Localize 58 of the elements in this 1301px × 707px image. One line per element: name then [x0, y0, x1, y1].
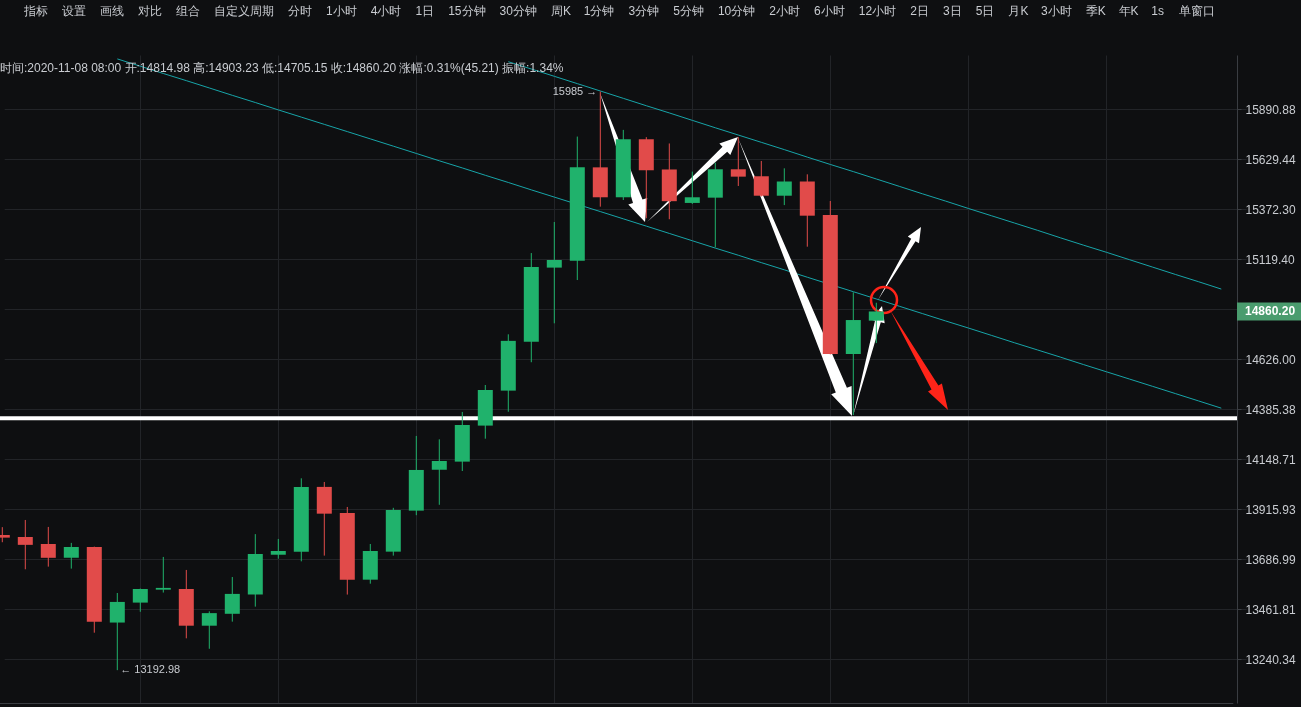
y-tick-label: 15119.40 — [1245, 252, 1295, 267]
candlestick — [270, 538, 286, 560]
y-tick-label: 13240.34 — [1245, 652, 1296, 667]
text: 设置 — [62, 4, 86, 18]
text: 2小时 — [769, 4, 801, 18]
text: 画线 — [100, 4, 124, 18]
annotation: ← 13192.98 — [120, 663, 181, 676]
candlestick — [684, 171, 700, 205]
text: 10分钟 — [717, 4, 756, 18]
candlestick — [431, 438, 447, 506]
text: 6小时 — [814, 4, 845, 18]
y-tick-label: 15890.88 — [1245, 102, 1296, 117]
text: 1s — [1151, 4, 1164, 18]
candlestick — [155, 556, 171, 594]
text: 年K — [1118, 4, 1139, 18]
candlestick — [40, 526, 56, 568]
candlestick — [776, 167, 792, 206]
candlestick — [109, 592, 125, 671]
candlestick — [546, 221, 562, 324]
y-tick-label: 13461.81 — [1245, 602, 1296, 617]
text: 1日 — [415, 4, 435, 18]
y-tick-label: 13686.99 — [1245, 552, 1296, 567]
text: 3日 — [942, 4, 962, 18]
text: 5日 — [975, 4, 995, 18]
candlestick — [17, 519, 33, 570]
candlestick — [868, 302, 884, 344]
text: 2日 — [910, 4, 929, 18]
y-tick-label: 15629.44 — [1245, 152, 1296, 167]
text: 3小时 — [1041, 4, 1072, 18]
text: 3分钟 — [628, 4, 660, 18]
text: 对比 — [138, 4, 162, 18]
y-tick-label: 14385.38 — [1245, 402, 1296, 417]
text: 4小时 — [370, 4, 402, 18]
text: 分时 — [288, 4, 312, 18]
annotation: 15985 → — [552, 84, 598, 97]
y-tick-label: 14148.71 — [1245, 452, 1296, 467]
candlestick — [730, 136, 746, 187]
y-tick-label: 13915.93 — [1245, 502, 1296, 517]
text: 1小时 — [326, 4, 357, 18]
candlestick — [63, 542, 79, 570]
annotation: 14860.20 — [1245, 304, 1296, 319]
text: 组合 — [176, 4, 200, 18]
candlestick — [753, 160, 769, 197]
text: 周K — [551, 4, 572, 18]
text: 月K — [1008, 4, 1029, 18]
text: 1分钟 — [583, 4, 615, 18]
text: 15分钟 — [448, 4, 486, 18]
y-tick-label: 14626.00 — [1245, 352, 1296, 367]
text: 12小时 — [858, 4, 897, 18]
text: 指标 — [23, 4, 48, 18]
candlestick — [224, 576, 240, 623]
y-tick-label: 15372.30 — [1245, 202, 1296, 217]
text: 30分钟 — [499, 4, 537, 18]
text: 自定义周期 — [214, 4, 274, 18]
candlestick — [201, 610, 217, 650]
text: 季K — [1085, 4, 1106, 18]
text: 5分钟 — [673, 4, 704, 18]
text: 单窗口 — [1178, 4, 1215, 18]
